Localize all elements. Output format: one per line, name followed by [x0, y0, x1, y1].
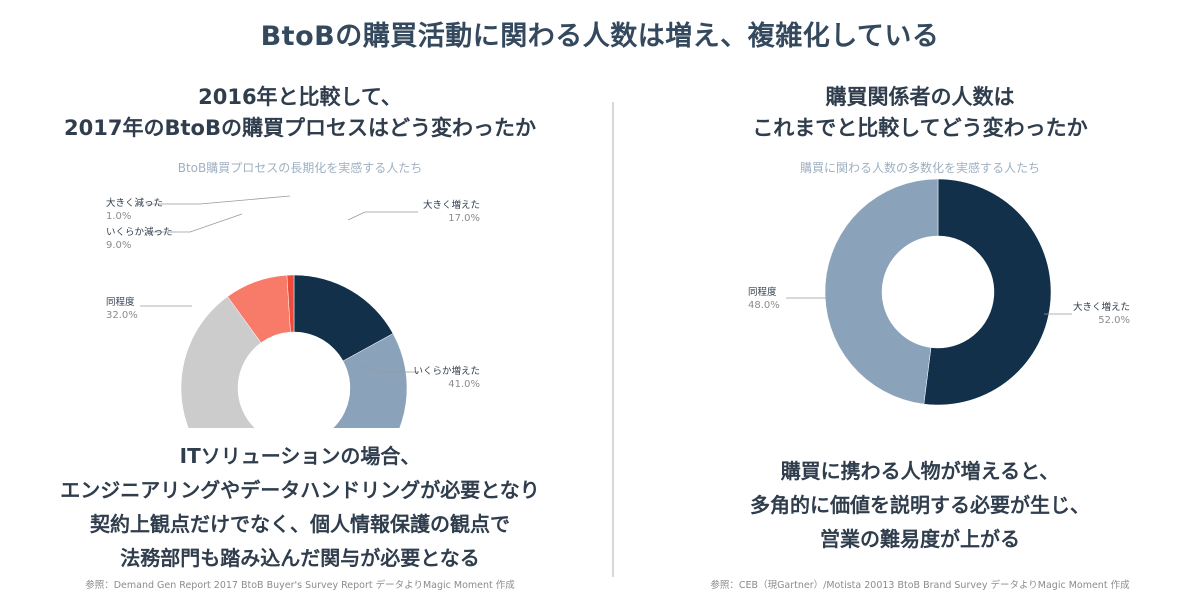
- slice-label: 大きく減った: [106, 197, 163, 209]
- left-heading-line: 2017年のBtoBの購買プロセスはどう変わったか: [64, 116, 536, 140]
- slice-label: 同程度: [106, 296, 135, 308]
- donut-slice: [180, 296, 262, 428]
- slice-label: いくらか減った: [106, 226, 173, 238]
- slice-label: 大きく増えた: [1073, 301, 1130, 313]
- left-panel-heading: 2016年と比較して、 2017年のBtoBの購買プロセスはどう変わったか: [20, 82, 580, 144]
- slice-value-label: 9.0%: [106, 240, 131, 251]
- right-chart-subtitle: 購買に関わる人数の多数化を実感する人たち: [799, 161, 1040, 175]
- right-callout: 購買に携わる人物が増えると、 多角的に価値を説明する必要が生じ、 営業の難易度が…: [640, 454, 1200, 556]
- right-donut-chart: 大きく増えた 52.0% 同程度 48.0%: [748, 178, 1130, 406]
- donut-slice: [332, 333, 408, 428]
- donut-slice: [824, 178, 939, 405]
- left-callout-line: 法務部門も踏み込んだ関与が必要となる: [120, 546, 480, 570]
- slice-value-label: 52.0%: [1098, 315, 1130, 326]
- slice-label: 同程度: [748, 286, 777, 298]
- main-title: BtoBの購買活動に関わる人数は増え、複雑化している: [260, 21, 940, 52]
- left-donut-chart: 大きく増えた 17.0% いくらか増えた 41.0% 同程度 32.0% いくらか減った 9.…: [106, 195, 480, 428]
- left-callout: ITソリューションの場合、 エンジニアリングやデータハンドリングが必要となり 契…: [20, 439, 580, 575]
- slice-value-label: 32.0%: [106, 310, 138, 321]
- left-callout-line: エンジニアリングやデータハンドリングが必要となり: [60, 478, 540, 502]
- leader-line: [347, 211, 418, 221]
- slice-value-label: 41.0%: [448, 379, 480, 390]
- left-callout-line: 契約上観点だけでなく、個人情報保護の観点で: [90, 512, 510, 536]
- slice-value-label: 48.0%: [748, 300, 780, 311]
- right-callout-line: 営業の難易度が上がる: [820, 527, 1020, 551]
- right-source-note: 参照：CEB（現Gartner）/Motista 20013 BtoB Bran…: [710, 580, 1130, 591]
- slice-value-label: 17.0%: [448, 213, 480, 224]
- leader-line: [361, 365, 418, 373]
- right-callout-line: 購買に携わる人物が増えると、: [780, 459, 1060, 483]
- left-heading-line: 2016年と比較して、: [198, 85, 402, 109]
- right-callout-line: 多角的に価値を説明する必要が生じ、: [750, 493, 1090, 517]
- right-panel-heading: 購買関係者の人数は これまでと比較してどう変わったか: [640, 82, 1200, 144]
- left-source-note: 参照：Demand Gen Report 2017 BtoB Buyer's S…: [85, 580, 515, 591]
- panel-divider: [612, 102, 614, 577]
- left-callout-line: ITソリューションの場合、: [179, 444, 421, 468]
- slice-label: いくらか増えた: [413, 365, 480, 377]
- right-heading-line: これまでと比較してどう変わったか: [752, 116, 1088, 140]
- left-panel: 2016年と比較して、 2017年のBtoBの購買プロセスはどう変わったか Bt…: [20, 82, 580, 597]
- donut-slice: [923, 178, 1052, 406]
- leader-line: [150, 213, 243, 233]
- slice-label: 大きく増えた: [423, 199, 480, 211]
- leader-line: [146, 195, 291, 205]
- donut-slice: [286, 274, 295, 333]
- right-heading-line: 購買関係者の人数は: [825, 85, 1015, 109]
- left-chart-subtitle: BtoB購買プロセスの長期化を実感する人たち: [177, 161, 423, 175]
- slice-value-label: 1.0%: [106, 211, 131, 222]
- right-panel: 購買関係者の人数は これまでと比較してどう変わったか 購買に関わる人数の多数化を…: [640, 82, 1200, 597]
